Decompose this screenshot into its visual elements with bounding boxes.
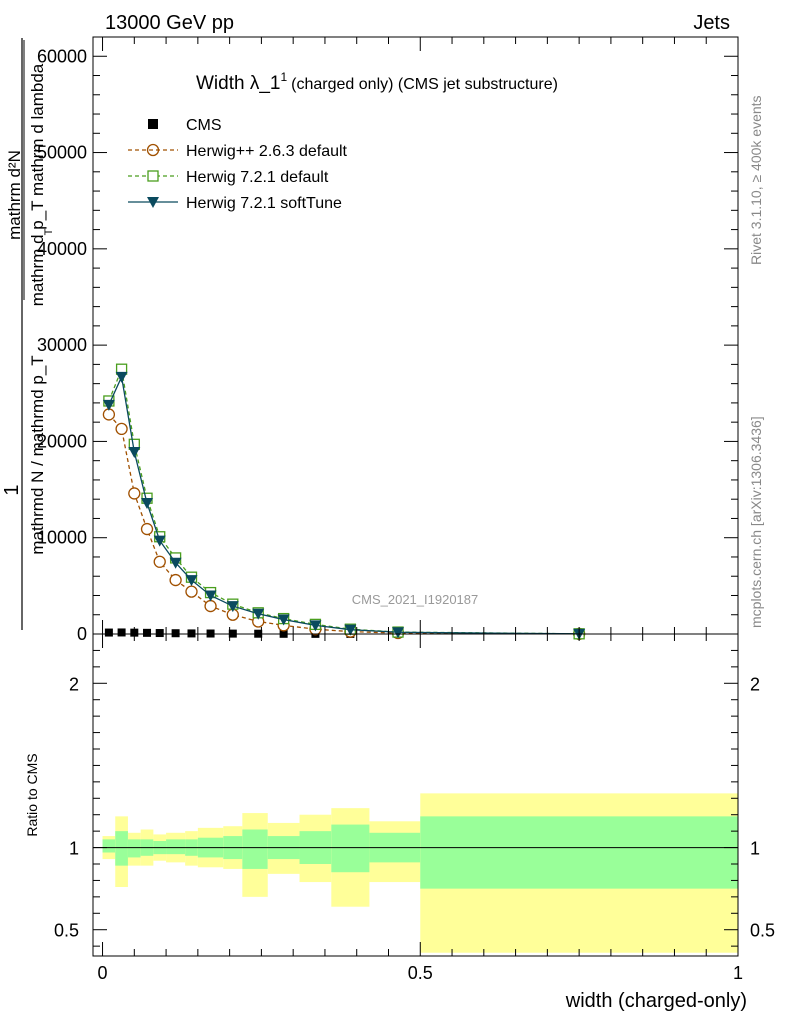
- series-1-point-1: [115, 422, 128, 436]
- ratio-y-tick-label-left-1: 1: [69, 839, 79, 859]
- series-3-point-8: [226, 601, 239, 613]
- series-0-point-5: [171, 629, 180, 638]
- x-axis-label: width (charged-only): [565, 990, 747, 1012]
- analysis-label: CMS_2021_I1920187: [352, 592, 479, 607]
- ratio-band-inner-14: [420, 816, 738, 889]
- series-3-point-13: [392, 627, 405, 639]
- header-left: 13000 GeV pp: [105, 12, 234, 34]
- side-text-mcplots: mcplots.cern.ch [arXiv:1306.3436]: [748, 416, 764, 628]
- y-tick-label-5: 50000: [37, 143, 87, 163]
- series-3-point-6: [185, 575, 198, 587]
- series-1-point-2: [128, 487, 141, 500]
- ratio-band-inner-9: [242, 829, 268, 869]
- x-tick-label-0: 0: [98, 963, 108, 983]
- series-3-point-4: [153, 535, 166, 547]
- series-3-point-0: [102, 399, 115, 411]
- legend-marker-cms: [148, 119, 158, 129]
- series-3-point-5: [169, 557, 182, 569]
- ratio-band-inner-0: [102, 839, 116, 853]
- y-tick-label-2: 20000: [37, 431, 87, 451]
- legend-label-herwig7-softtune: Herwig 7.2.1 softTune: [186, 195, 342, 212]
- series-3-point-11: [309, 620, 322, 632]
- series-3-point-9: [252, 608, 265, 620]
- series-1-point-7: [204, 599, 217, 613]
- series-0-point-6: [187, 629, 196, 638]
- legend-label-herwig7-default: Herwig 7.2.1 default: [186, 169, 329, 186]
- axes-layer: [92, 36, 739, 957]
- y-label-numerator2: mathrm d²N: [5, 150, 24, 240]
- y-tick-label-1: 10000: [37, 528, 87, 548]
- y-label-subscript: T: [43, 228, 55, 235]
- y-tick-label-0: 0: [77, 624, 87, 644]
- series-1-point-6: [185, 585, 198, 598]
- series-0-point-3: [143, 628, 152, 637]
- side-text-rivet: Rivet 3.1.10, ≥ 400k events: [748, 95, 764, 265]
- series-3-point-3: [141, 498, 154, 510]
- ratio-band-inner-12: [331, 824, 370, 873]
- series-0-point-0: [104, 628, 113, 637]
- plot-title: Width λ_11 (charged only) (CMS jet substr…: [196, 70, 558, 94]
- ratio-y-label: Ratio to CMS: [24, 753, 40, 836]
- plot-title-main: Width λ_1: [196, 73, 280, 94]
- series-line-1: [108, 414, 580, 635]
- series-line-2: [108, 366, 580, 635]
- y-tick-label-3: 30000: [37, 335, 87, 355]
- legend-marker-herwig7-default: [147, 170, 159, 182]
- ratio-band-inner-5: [166, 839, 186, 855]
- y-label-denominator: mathrmd N / mathrmd p_T: [28, 355, 47, 554]
- ratio-y-tick-label-right-0: 0.5: [750, 921, 775, 941]
- x-tick-label-2: 1: [733, 963, 743, 983]
- legend-label-herwigpp: Herwig++ 2.6.3 default: [186, 143, 348, 160]
- y-tick-label-6: 60000: [37, 46, 87, 66]
- series-3-point-7: [204, 590, 217, 602]
- series-layer: [102, 363, 586, 641]
- series-0-point-4: [155, 629, 164, 638]
- ratio-y-tick-label-right-2: 2: [750, 674, 760, 694]
- series-1-point-5: [169, 573, 182, 587]
- header-right: Jets: [693, 12, 730, 34]
- series-1-point-4: [153, 555, 166, 568]
- series-line-3: [108, 374, 580, 635]
- tick-layer: 0 10000 20000 30000 40000 50000 60000 0 0.5 1 0.5 0…: [37, 36, 775, 983]
- ratio-y-tick-label-right-1: 1: [750, 839, 760, 859]
- ratio-y-tick-label-left-0: 0.5: [54, 921, 79, 941]
- legend: CMS Herwig++ 2.6.3 default Herwig 7.2.1 …: [128, 117, 348, 212]
- x-tick-label-1: 0.5: [408, 963, 433, 983]
- y-tick-label-4: 40000: [37, 239, 87, 259]
- legend-label-cms: CMS: [186, 117, 222, 134]
- plot-title-sup: 1: [280, 70, 287, 84]
- series-3-point-2: [128, 447, 141, 459]
- series-3-point-10: [277, 614, 290, 626]
- series-1-point-3: [140, 522, 154, 536]
- y-label-denominator2: mathrm d p_T mathrm d lambda: [28, 63, 47, 306]
- legend-marker-herwig7-softtune: [147, 197, 159, 208]
- legend-marker-herwigpp: [146, 143, 160, 157]
- y-axis-label: 1 mathrmd N / mathrmd p_T mathrm d²N mat…: [1, 38, 55, 630]
- ratio-band-inner-1: [115, 831, 128, 866]
- ratio-band-inner-2: [127, 839, 141, 858]
- y-label-numerator: 1: [1, 484, 23, 495]
- ratio-bands: [102, 793, 738, 953]
- ratio-plot-frame: [92, 633, 739, 957]
- series-0-point-1: [117, 628, 126, 637]
- series-3-point-12: [344, 624, 357, 636]
- ratio-y-tick-label-left-2: 2: [69, 674, 79, 694]
- series-3-point-1: [115, 371, 128, 383]
- plot-title-rest: (charged only) (CMS jet substructure): [291, 76, 558, 93]
